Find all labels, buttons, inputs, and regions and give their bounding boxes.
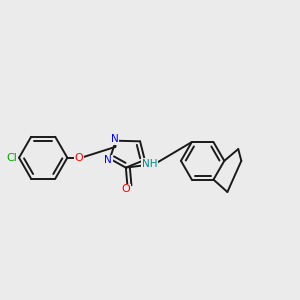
Text: N: N — [110, 134, 118, 144]
Text: NH: NH — [142, 159, 158, 169]
Text: O: O — [75, 153, 83, 163]
Text: O: O — [122, 184, 130, 194]
Text: N: N — [104, 155, 112, 165]
Text: Cl: Cl — [7, 153, 17, 163]
